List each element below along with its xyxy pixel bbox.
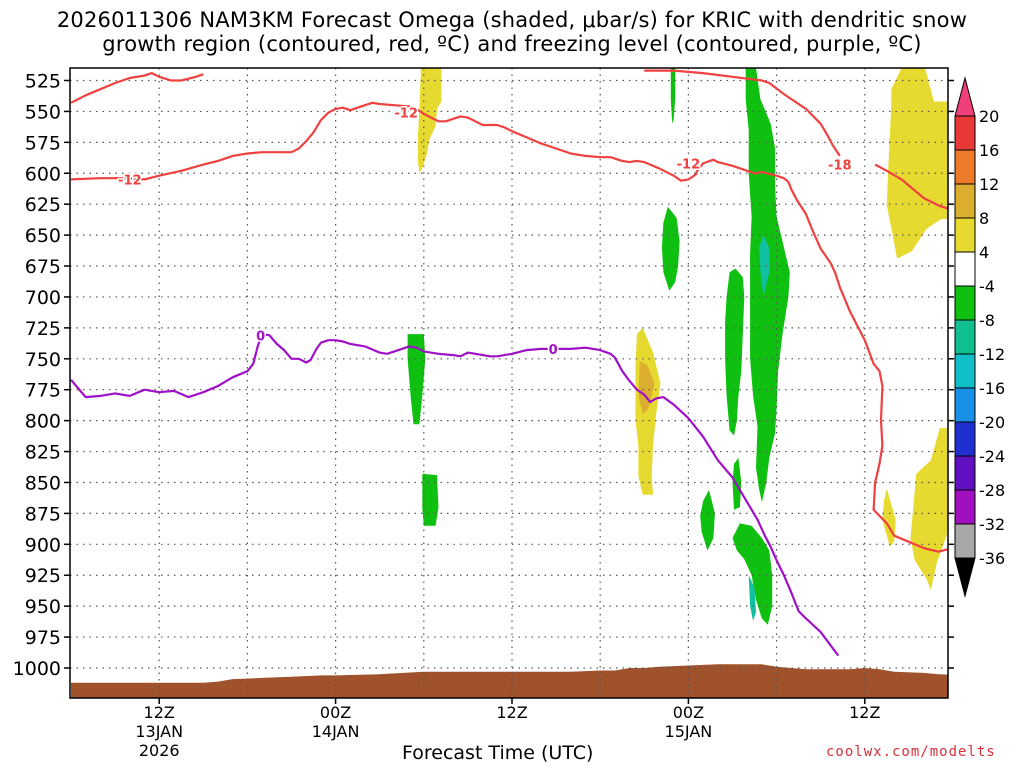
contour-line-4: [874, 163, 948, 210]
y-tick-label: 775: [25, 380, 61, 402]
omega-region-14: [882, 488, 896, 547]
contour-label: -12: [394, 107, 418, 122]
colorbar-bottom-arrow: [954, 557, 976, 598]
omega-region-6: [635, 327, 661, 495]
contour-label: 0: [256, 329, 265, 344]
omega-region-1: [670, 68, 676, 124]
colorbar-box: [954, 149, 976, 185]
omega-region-8: [407, 334, 426, 425]
omega-region-4: [661, 206, 680, 291]
x-tick-label: 00Z: [673, 703, 704, 722]
omega-region-15: [910, 428, 948, 591]
contour-line-2: [644, 69, 841, 157]
y-tick-label: 925: [25, 565, 61, 587]
colorbar-label: -20: [979, 413, 1005, 432]
omega-region-11: [700, 489, 715, 551]
colorbar-box: [954, 319, 976, 355]
contour-label: -12: [118, 173, 142, 188]
contour-label: 0: [549, 343, 558, 358]
y-tick-label: 950: [25, 596, 61, 618]
omega-shaded-regions: [407, 68, 948, 625]
colorbar-box: [954, 251, 976, 287]
x-tick-label: 15JAN: [665, 722, 713, 741]
omega-region-7: [638, 361, 655, 415]
colorbar-label: -8: [979, 311, 995, 330]
omega-region-13: [748, 575, 756, 621]
y-tick-label: 900: [25, 534, 61, 556]
colorbar-box: [954, 387, 976, 423]
colorbar-box: [954, 353, 976, 389]
colorbar-label: 20: [979, 107, 999, 126]
x-tick-label: 12Z: [144, 703, 175, 722]
omega-region-12: [732, 523, 773, 625]
colorbar-label: 12: [979, 175, 999, 194]
x-tick-label: 2026: [139, 741, 180, 760]
plot-frame: [69, 67, 949, 699]
colorbar-box: [954, 489, 976, 525]
y-tick-label: 675: [25, 256, 61, 278]
contour-line-1: [70, 101, 790, 183]
colorbar: 20 16 12 8 4 -4 -8 -12 -16 -20 -24 -28 -32 -36: [954, 76, 1005, 598]
terrain-layer: [71, 664, 948, 698]
contour-line-0: [70, 71, 204, 104]
y-tick-label: 575: [25, 132, 61, 154]
colorbar-box: [954, 285, 976, 321]
x-tick-label: 00Z: [320, 703, 351, 722]
y-tick-label: 700: [25, 287, 61, 309]
x-axis-label: Forecast Time (UTC): [402, 742, 594, 764]
colorbar-label: -12: [979, 345, 1005, 364]
colorbar-box: [954, 115, 976, 151]
x-tick-label: 12Z: [849, 703, 880, 722]
colorbar-top-arrow: [954, 76, 976, 117]
colorbar-label: -28: [979, 481, 1005, 500]
chart-title-line2: growth region (contoured, red, ºC) and f…: [102, 32, 922, 56]
contour-lines: -12 -12 -12 -18 0 0: [70, 69, 948, 657]
colorbar-label: -24: [979, 447, 1005, 466]
chart-title-line1: 2026011306 NAM3KM Forecast Omega (shaded…: [56, 8, 968, 32]
contour-label: -12: [677, 157, 701, 172]
y-tick-label: 600: [25, 163, 61, 185]
colorbar-box: [954, 421, 976, 457]
y-tick-label: 550: [25, 101, 61, 123]
omega-region-2: [745, 68, 790, 503]
y-tick-label: 875: [25, 503, 61, 525]
y-tick-label: 725: [25, 318, 61, 340]
omega-region-5: [725, 268, 745, 436]
colorbar-label: -4: [979, 277, 995, 296]
y-tick-label: 1000: [13, 658, 61, 680]
y-tick-label: 525: [25, 71, 61, 93]
omega-region-3: [759, 235, 770, 297]
omega-region-16: [886, 68, 948, 259]
colorbar-label: 4: [979, 243, 989, 262]
colorbar-label: -32: [979, 515, 1005, 534]
colorbar-label: 8: [979, 209, 989, 228]
y-tick-label: 850: [25, 472, 61, 494]
colorbar-box: [954, 217, 976, 253]
y-tick-label: 975: [25, 627, 61, 649]
axes: 525 550 575 600 625 650 675 700 725 750 775 800 825 8…: [13, 67, 954, 760]
y-tick-label: 750: [25, 349, 61, 371]
y-tick-label: 825: [25, 442, 61, 464]
terrain-surface: [71, 664, 948, 698]
colorbar-box: [954, 455, 976, 491]
contour-line-3: [787, 181, 948, 553]
contour-line-5: [70, 333, 840, 657]
credit-text: coolwx.com/modelts: [826, 744, 996, 760]
colorbar-label: -16: [979, 379, 1005, 398]
x-tick-label: 13JAN: [135, 722, 183, 741]
x-tick-label: 14JAN: [312, 722, 360, 741]
x-tick-label: 12Z: [496, 703, 527, 722]
omega-region-9: [422, 473, 439, 526]
y-tick-label: 800: [25, 411, 61, 433]
grid-lines: [70, 68, 948, 698]
y-tick-label: 625: [25, 194, 61, 216]
colorbar-label: -36: [979, 549, 1005, 568]
y-tick-label: 650: [25, 225, 61, 247]
colorbar-label: 16: [979, 141, 999, 160]
contour-label: -18: [828, 159, 852, 174]
colorbar-box: [954, 183, 976, 219]
colorbar-box: [954, 523, 976, 559]
